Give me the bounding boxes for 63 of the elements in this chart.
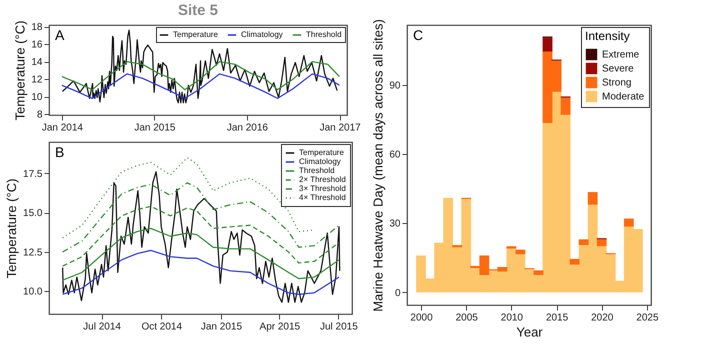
bar (578, 239, 589, 246)
legend-label: Threshold (299, 166, 335, 175)
x-tick-label: 2005 (456, 312, 478, 324)
y-tick-label: 0 (394, 288, 401, 299)
y-axis-title: Marine Heatwave Day (mean days across all sites) (370, 19, 386, 312)
line-series (61, 61, 340, 90)
x-tick-label: Jul 2015 (320, 322, 358, 332)
y-axis-title: Temperature (°C) (4, 178, 20, 278)
y-tick-label: 12.5 (23, 247, 43, 258)
legend-label: Moderate (602, 92, 645, 102)
y-tick-label: 30 (389, 218, 401, 230)
y-tick-label: 10.0 (23, 286, 43, 298)
line-series (62, 206, 340, 267)
bar (624, 218, 634, 227)
y-tick-label: 60 (389, 150, 401, 161)
legend-label: Extreme (602, 50, 640, 60)
bar (560, 98, 570, 115)
legend-label: Threshold (306, 30, 342, 39)
bar (596, 239, 607, 246)
y-tick-label: 18 (31, 22, 43, 34)
x-tick-label: 2000 (410, 312, 434, 324)
x-tick-label: Jan 2015 (200, 322, 242, 332)
y-tick-label: 16 (31, 40, 43, 51)
legend-label: Climatology (241, 30, 283, 39)
x-tick-label: 2015 (546, 312, 569, 324)
line-series (62, 250, 340, 295)
y-tick-label: 90 (389, 80, 401, 92)
legend-label: 2× Threshold (299, 175, 346, 184)
y-axis-title: Temperature (°C) (12, 20, 28, 120)
legend-label: Climatology (299, 157, 341, 166)
bar (542, 38, 552, 52)
legend-label: 4× Threshold (299, 193, 346, 202)
y-tick-label: 15.0 (23, 208, 43, 220)
chart-title: Site 5 (178, 2, 218, 20)
y-tick-label: 14 (31, 57, 43, 68)
annotation: B (55, 144, 64, 160)
legend-label: 3× Threshold (299, 184, 346, 193)
x-tick-label: Jul 2014 (83, 322, 122, 332)
legend-label: Strong (602, 78, 632, 88)
x-tick-label: 2020 (591, 312, 614, 324)
y-tick-label: 12 (31, 74, 43, 86)
y-tick-label: 10 (31, 92, 43, 104)
legend-title: Intensity (585, 29, 630, 43)
line-series (62, 228, 340, 281)
line-series (61, 73, 340, 99)
bar (570, 258, 580, 265)
x-tick-label: Oct 2014 (141, 322, 182, 332)
annotation: A (55, 27, 65, 43)
x-tick-label: Jan 2014 (42, 122, 84, 134)
x-axis-title: Year (516, 324, 544, 340)
x-tick-label: Apr 2015 (260, 322, 301, 332)
x-tick-label: 2025 (636, 312, 659, 324)
legend-label: Temperature (299, 148, 344, 157)
legend-label: Severe (602, 64, 634, 74)
y-tick-label: 17.5 (23, 168, 43, 180)
annotation: C (413, 27, 424, 43)
y-tick-label: 8 (36, 110, 43, 121)
x-tick-label: Jan 2016 (226, 122, 268, 134)
bar (588, 192, 598, 205)
x-tick-label: Jan 2015 (134, 122, 176, 134)
x-tick-label: 2010 (500, 312, 524, 324)
legend-label: Temperature (173, 30, 218, 39)
x-tick-label: Jan 2017 (320, 122, 362, 134)
